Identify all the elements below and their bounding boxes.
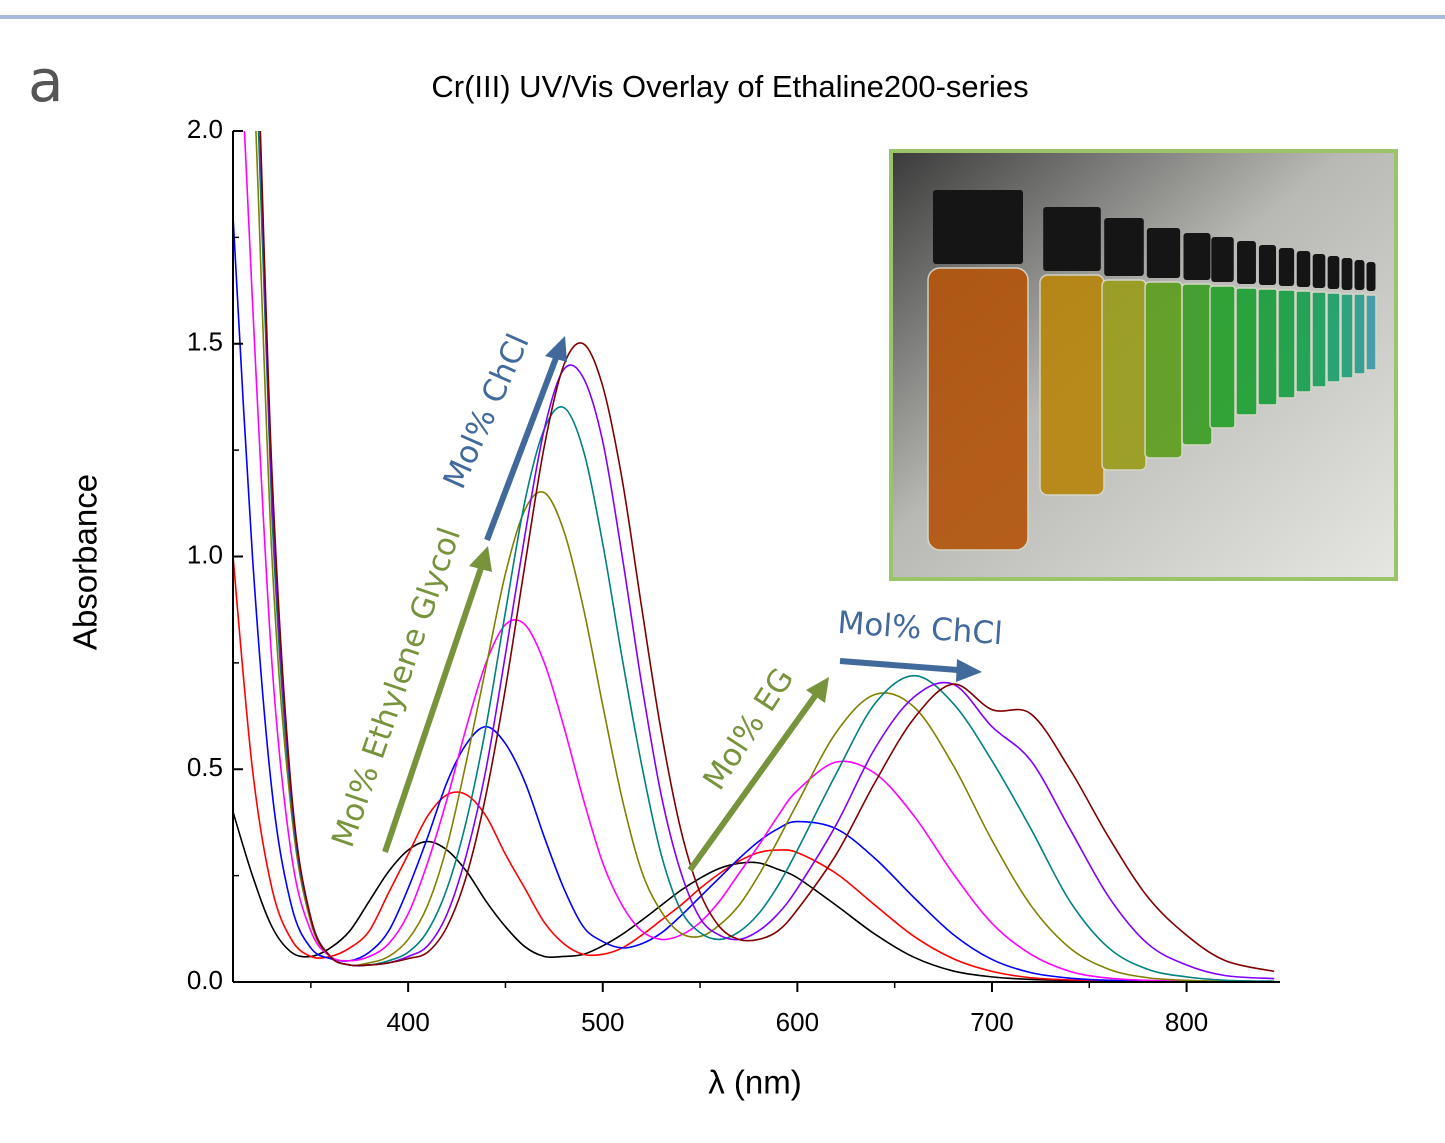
vial-cap <box>1354 260 1365 290</box>
arrow <box>839 658 959 673</box>
y-tick-label: 0.0 <box>187 965 223 995</box>
vial-cap <box>1146 228 1181 278</box>
y-tick-label: 1.5 <box>187 327 223 357</box>
photo-inset <box>889 149 1398 581</box>
vial-cap <box>1366 262 1376 291</box>
annotation: Mol% EG <box>696 662 801 797</box>
vial-body <box>1326 292 1341 383</box>
spectrum-line <box>259 131 1275 973</box>
vial-body <box>1277 289 1296 399</box>
y-tick-label: 0.5 <box>187 752 223 782</box>
vial-body <box>1181 283 1213 446</box>
vial-body <box>1039 274 1105 496</box>
vial-cap <box>933 190 1023 264</box>
vial-body <box>1311 291 1327 388</box>
vial-body <box>1144 281 1183 459</box>
x-tick-label: 500 <box>581 1007 624 1037</box>
vial-body <box>1353 293 1366 375</box>
y-tick-label: 1.0 <box>187 539 223 569</box>
arrow-head <box>469 546 492 572</box>
vial-cap <box>1211 237 1234 282</box>
arrow-head <box>545 336 567 362</box>
arrow <box>687 694 818 872</box>
vial-body <box>927 267 1029 551</box>
y-tick-label: 2.0 <box>187 114 223 144</box>
vial-cap <box>1183 233 1211 280</box>
spectrum-line <box>233 811 1275 982</box>
y-axis-label: Absorbance <box>67 474 104 650</box>
vial-body <box>1209 285 1236 429</box>
vial-cap <box>1341 258 1353 290</box>
vial-cap <box>1312 254 1326 288</box>
vial-cap <box>1104 218 1144 276</box>
vial-body <box>1295 290 1312 393</box>
vial-body <box>1101 279 1147 471</box>
vial-cap <box>1327 256 1340 289</box>
axes: 0.0 0.5 1.0 1.5 2.0 400 500 600 700 800 <box>187 114 1280 1037</box>
arrow <box>382 567 484 853</box>
vial-body <box>1365 294 1377 371</box>
x-tick-label: 400 <box>386 1007 429 1037</box>
arrow <box>484 356 559 542</box>
vial-cap <box>1237 241 1256 284</box>
annotation: Mol% ChCl <box>437 329 537 495</box>
panel-label: a <box>28 47 64 115</box>
spectrum-line <box>233 216 1275 982</box>
spectrum-line <box>243 131 1275 982</box>
vial-cap <box>1296 251 1311 287</box>
x-tick-label: 700 <box>970 1007 1013 1037</box>
vial-body <box>1257 288 1278 406</box>
arrow-head <box>806 677 829 703</box>
x-axis-label: λ (nm) <box>708 1064 802 1101</box>
annotation: Mol% ChCl <box>836 605 1003 652</box>
arrow-head <box>956 659 982 682</box>
spectrum-line <box>255 131 1275 982</box>
vial-cap <box>1043 207 1101 271</box>
vial-cap <box>1258 245 1277 285</box>
spectrum-line <box>233 556 1275 982</box>
vial-cap <box>1278 248 1295 286</box>
x-tick-label: 800 <box>1165 1007 1208 1037</box>
vial-body <box>1235 287 1258 416</box>
x-tick-label: 600 <box>776 1007 819 1037</box>
chart-title: Cr(III) UV/Vis Overlay of Ethaline200-se… <box>431 69 1028 104</box>
curves <box>233 131 1275 982</box>
vial-body <box>1340 293 1354 379</box>
